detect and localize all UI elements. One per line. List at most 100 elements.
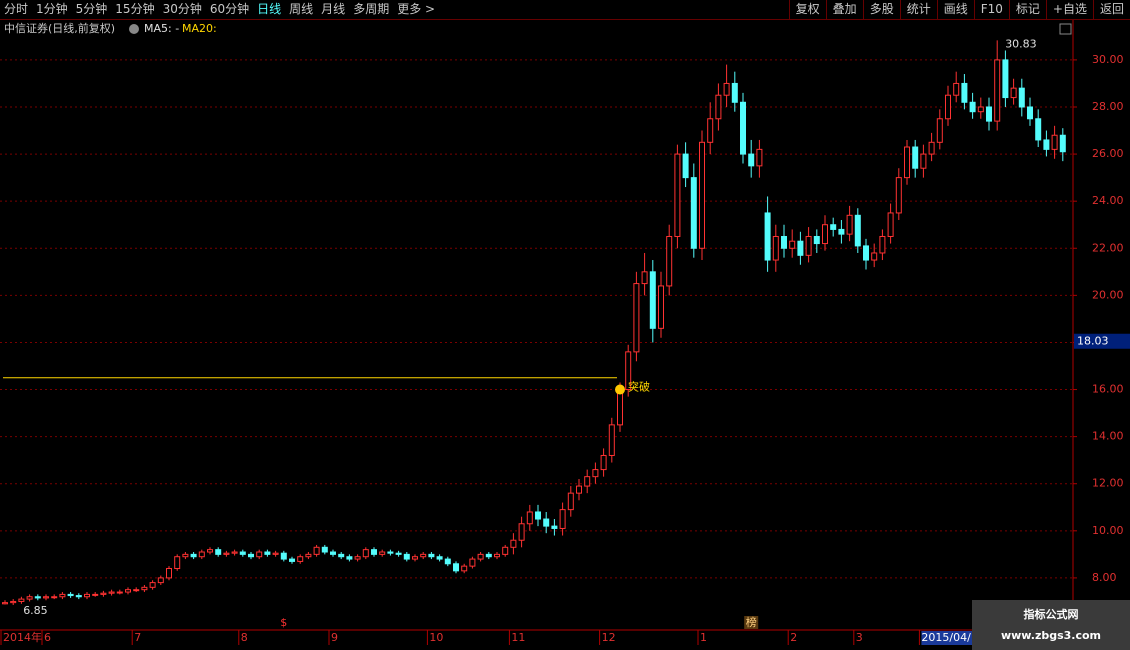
candle-body <box>666 235 673 287</box>
candle-body <box>1043 139 1050 150</box>
y-tick-label: 16.00 <box>1092 383 1124 396</box>
toolbar-button[interactable]: 60分钟 <box>209 2 250 16</box>
candle-body <box>108 591 115 594</box>
candle-body <box>526 511 533 525</box>
candle-body <box>321 546 328 553</box>
candle-body <box>600 454 607 471</box>
toolbar-button[interactable]: 30分钟 <box>162 2 202 16</box>
candle-body <box>395 552 402 555</box>
candle-body <box>34 596 41 599</box>
toolbar-button[interactable]: 5分钟 <box>75 2 108 16</box>
candle-body <box>928 141 935 155</box>
candle-body <box>699 141 705 249</box>
toolbar-button[interactable]: 画线 <box>936 0 974 19</box>
toolbar-button[interactable]: 复权 <box>788 0 826 19</box>
toolbar-button[interactable]: 月线 <box>321 2 346 16</box>
candle-body <box>1027 106 1033 120</box>
toolbar-button[interactable]: 标记 <box>1008 0 1046 19</box>
candle-body <box>182 553 189 558</box>
candle-body <box>223 552 230 555</box>
date-highlight <box>921 631 974 645</box>
candle-body <box>994 59 1001 122</box>
candle-body <box>477 553 484 560</box>
candle-body <box>731 82 738 103</box>
window-icon[interactable] <box>1059 23 1072 35</box>
candle-body <box>854 214 861 247</box>
candle-body <box>576 485 582 494</box>
candle-body <box>715 94 722 120</box>
candle-body <box>592 469 599 478</box>
cursor-price-box <box>1074 333 1130 349</box>
candle-body <box>436 556 443 560</box>
candle-body <box>231 551 238 554</box>
candle-body <box>444 558 451 565</box>
candle-body <box>412 556 418 560</box>
candle-body <box>198 551 205 558</box>
toolbar-button[interactable]: 1分钟 <box>36 2 68 16</box>
toolbar-button[interactable]: 多股 <box>862 0 900 19</box>
breakout-label: 突破 <box>628 380 650 394</box>
tool-buttons: 复权 叠加 多股 统计 画线 F10 标记 +自选 返回 <box>788 0 1130 19</box>
toolbar-button[interactable]: 周线 <box>289 2 314 16</box>
candle-body <box>502 546 509 555</box>
cursor-price: 18.03 <box>1077 335 1109 348</box>
x-tick-label: 10 <box>429 631 443 644</box>
candle-body <box>953 82 960 96</box>
toolbar-button[interactable]: 日线 <box>257 2 282 16</box>
candle-body <box>10 600 17 604</box>
candle-body <box>1002 59 1009 99</box>
candle-body <box>543 518 550 527</box>
candle-body <box>682 153 689 179</box>
toolbar-button[interactable]: F10 <box>973 0 1009 19</box>
toolbar-button[interactable]: 15分钟 <box>115 2 155 16</box>
toolbar-button[interactable]: 多周期 <box>353 2 390 16</box>
candle-body <box>518 523 525 541</box>
candle-body <box>830 224 837 230</box>
x-tick-label: 2 <box>790 631 797 644</box>
y-tick-label: 12.00 <box>1092 477 1124 490</box>
candle-body <box>157 577 164 584</box>
min-label: 6.85 <box>23 604 48 617</box>
candle-body <box>674 153 681 237</box>
candle-body <box>149 582 156 588</box>
y-tick-label: 28.00 <box>1092 100 1124 113</box>
candle-body <box>264 551 271 555</box>
x-tick-label: 2014年 <box>3 630 42 644</box>
toolbar-button[interactable]: 返回 <box>1092 0 1130 19</box>
toolbar-button[interactable]: 分时 <box>4 2 29 16</box>
toolbar-button[interactable]: 统计 <box>899 0 937 19</box>
candle-body <box>248 553 254 558</box>
candle-body <box>945 94 951 120</box>
candle-body <box>18 598 25 602</box>
candle-body <box>1018 87 1025 108</box>
candle-body <box>371 549 377 555</box>
candle-body <box>125 589 131 593</box>
candle-body <box>354 556 361 560</box>
candle-body <box>535 511 541 520</box>
toolbar-button[interactable]: 叠加 <box>825 0 863 19</box>
y-tick-label: 30.00 <box>1092 53 1124 66</box>
ma20-label: MA20: <box>182 22 217 35</box>
x-tick-label: 12 <box>602 631 616 644</box>
toolbar: 分时 1分钟 5分钟 15分钟 30分钟 60分钟 日线 周线 月线 多周期 更多 > 复权 叠加 多股统… <box>0 0 1130 20</box>
x-tick-label: 3 <box>856 631 863 644</box>
x-tick-label: 2015/04/ <box>921 631 971 644</box>
candle-body <box>1010 87 1017 99</box>
candle-body <box>215 549 222 555</box>
candle-body <box>174 556 181 569</box>
watermark-url: www.zbgs3.com <box>1001 629 1101 642</box>
toolbar-button[interactable]: 更多 > <box>397 2 436 16</box>
candle-body <box>420 553 427 558</box>
candle-body <box>494 553 500 558</box>
candle-body <box>289 558 295 562</box>
stock-title: 中信证券(日线,前复权) <box>4 21 115 35</box>
x-tick-label: 6 <box>44 631 51 644</box>
dropdown-icon[interactable] <box>129 24 139 34</box>
toolbar-button[interactable]: +自选 <box>1045 0 1093 19</box>
candle-body <box>912 146 919 169</box>
marker: $ <box>280 616 287 629</box>
candle-body <box>100 592 107 595</box>
candle-body <box>338 553 345 558</box>
candle-body <box>2 602 8 605</box>
